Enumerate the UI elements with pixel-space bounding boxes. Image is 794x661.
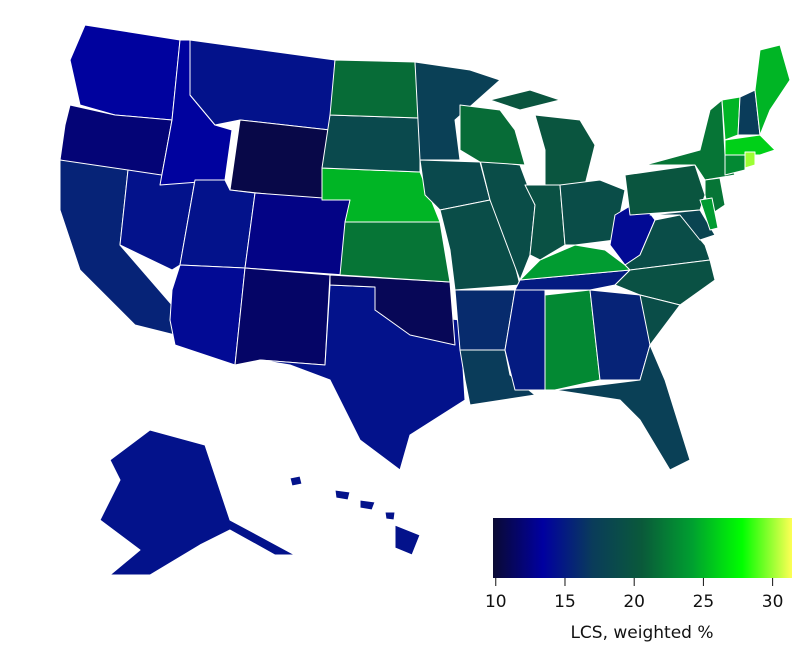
state — [244, 192, 351, 276]
state — [699, 197, 719, 231]
state — [724, 154, 746, 176]
state — [744, 151, 756, 169]
state — [724, 134, 776, 156]
tick-label: 20 — [623, 592, 645, 612]
state — [169, 264, 246, 366]
tick-label: 25 — [693, 592, 715, 612]
colorbar-label: LCS, weighted % — [570, 623, 713, 643]
state — [189, 39, 336, 131]
state — [754, 44, 791, 136]
state — [69, 24, 181, 121]
state — [554, 344, 691, 471]
tick-label: 30 — [762, 592, 784, 612]
states — [59, 24, 791, 576]
state — [234, 267, 331, 366]
tick-label: 10 — [485, 592, 507, 612]
tick-label: 15 — [554, 592, 576, 612]
state — [721, 96, 741, 141]
state — [649, 209, 716, 241]
state — [329, 59, 421, 119]
state — [339, 221, 451, 283]
state — [321, 114, 421, 173]
state — [459, 104, 526, 166]
state — [229, 119, 331, 201]
state — [289, 475, 421, 556]
state — [544, 289, 601, 391]
state — [99, 429, 296, 576]
state — [329, 274, 456, 346]
state — [589, 289, 651, 381]
colorbar — [493, 518, 792, 578]
state — [624, 164, 706, 216]
